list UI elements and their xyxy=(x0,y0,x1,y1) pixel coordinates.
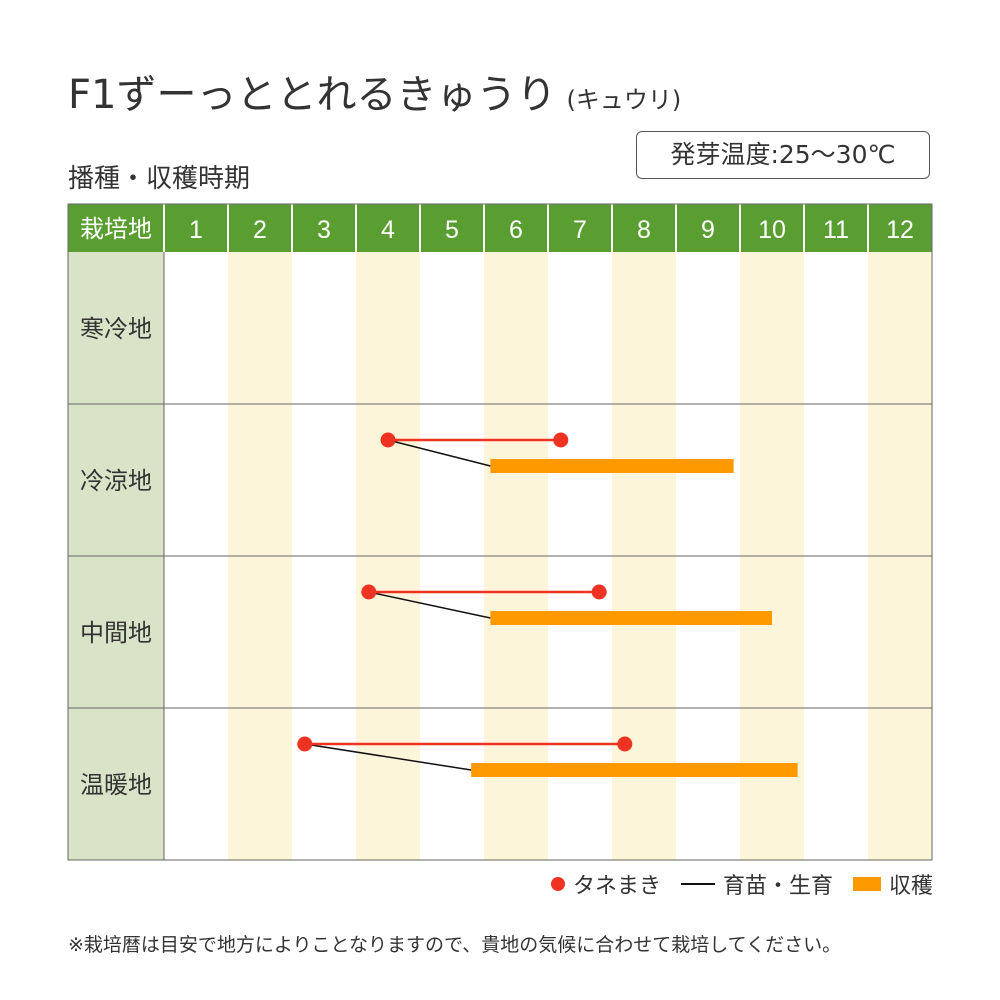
legend-sowing-label: タネまき xyxy=(572,874,661,899)
region-label: 中間地 xyxy=(80,619,152,647)
region-label: 温暖地 xyxy=(80,771,152,799)
germination-temperature-badge: 発芽温度:25〜30℃ xyxy=(636,131,930,179)
legend-sowing: タネまき xyxy=(550,868,661,900)
month-label: 3 xyxy=(317,216,331,244)
legend-harvest-label: 収穫 xyxy=(888,874,933,899)
sowing-end-dot xyxy=(553,432,569,448)
title-main: F1ずーっととれるきゅうり xyxy=(68,72,557,118)
legend-harvest: 収穫 xyxy=(852,868,933,900)
chart-title: F1ずーっととれるきゅうり (キュウリ) xyxy=(68,62,681,120)
month-label: 1 xyxy=(189,216,203,244)
sowing-end-dot xyxy=(617,736,633,752)
region-label: 冷涼地 xyxy=(80,467,152,495)
sowing-start-dot xyxy=(380,432,396,448)
section-title: 播種・収穫時期 xyxy=(68,164,251,194)
month-label: 10 xyxy=(758,216,786,244)
growing-line xyxy=(304,743,472,771)
column-header: 栽培地 xyxy=(80,215,152,243)
harvest-bar xyxy=(490,459,734,473)
month-label: 7 xyxy=(573,216,587,244)
legend-growing-label: 育苗・生育 xyxy=(722,874,833,899)
region-label: 寒冷地 xyxy=(80,315,152,343)
growing-line xyxy=(387,439,491,467)
month-label: 5 xyxy=(445,216,459,244)
month-label: 11 xyxy=(823,216,849,244)
legend-growing: 育苗・生育 xyxy=(680,868,833,900)
harvest-bar-icon xyxy=(852,877,881,891)
harvest-bar xyxy=(490,611,772,625)
sowing-start-dot xyxy=(297,736,313,752)
month-label: 8 xyxy=(637,216,651,244)
harvest-bar xyxy=(471,763,798,777)
month-label: 12 xyxy=(886,216,914,244)
growing-line-icon xyxy=(680,882,715,886)
month-label: 9 xyxy=(701,216,715,244)
growing-line xyxy=(368,591,491,619)
sowing-end-dot xyxy=(591,584,607,600)
month-label: 6 xyxy=(509,216,523,244)
header-bar xyxy=(68,204,932,252)
title-sub: (キュウリ) xyxy=(566,86,682,114)
month-label: 4 xyxy=(381,216,395,244)
chart-border xyxy=(67,203,933,861)
sowing-start-dot xyxy=(361,584,377,600)
legend: タネまき 育苗・生育 収穫 xyxy=(0,868,933,900)
footnote: ※栽培暦は目安で地方によりことなりますので、貴地の気候に合わせて栽培してください… xyxy=(68,934,842,956)
sowing-dot-icon xyxy=(550,877,565,891)
month-label: 2 xyxy=(253,216,267,244)
